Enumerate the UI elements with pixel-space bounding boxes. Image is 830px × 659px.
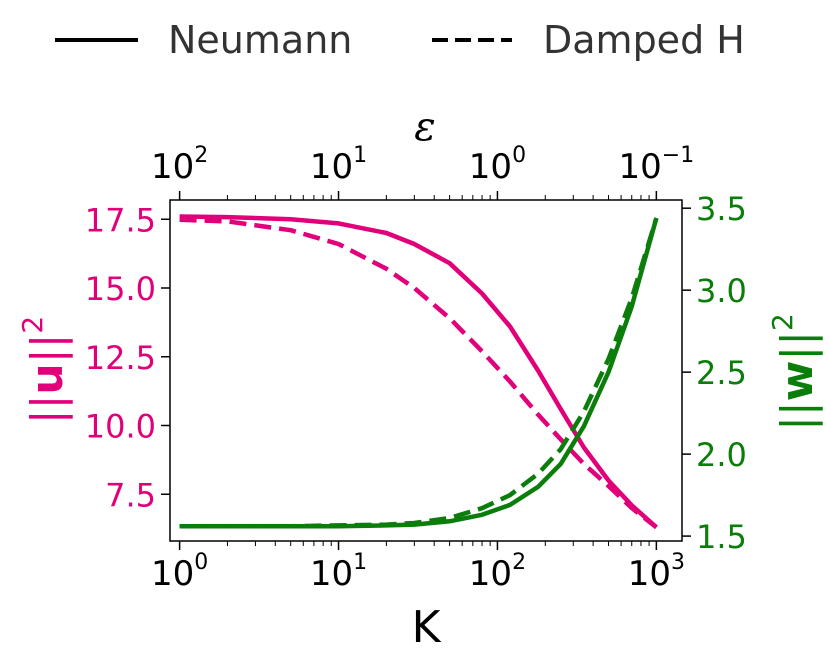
right-axis-label: ||w||2 bbox=[766, 313, 823, 431]
top-tick-label: 102 bbox=[151, 143, 208, 187]
x-tick-label: 100 bbox=[151, 550, 208, 594]
top-tick-label: 100 bbox=[469, 143, 526, 187]
y-left-tick-label: 7.5 bbox=[105, 476, 156, 514]
legend-label-damped: Damped H bbox=[543, 18, 745, 62]
top-tick-label: 101 bbox=[310, 143, 367, 187]
series-right-solid bbox=[179, 217, 659, 529]
x-axis-label: K bbox=[412, 602, 442, 653]
top-tick-label: 10−1 bbox=[619, 143, 695, 187]
x-tick-label: 101 bbox=[310, 550, 367, 594]
legend-label-neumann: Neumann bbox=[168, 18, 352, 62]
legend: Neumann Damped H bbox=[55, 18, 745, 62]
y-right-tick-label: 2.5 bbox=[696, 354, 747, 392]
top-axis-label: ε bbox=[414, 104, 435, 150]
y-right-tick-label: 2.0 bbox=[696, 436, 747, 474]
left-axis-label: ||u||2 bbox=[16, 316, 73, 424]
series-left-dashed bbox=[179, 217, 658, 530]
y-right-tick-label: 3.0 bbox=[696, 272, 747, 310]
y-left-tick-label: 12.5 bbox=[85, 339, 156, 377]
y-left-tick-label: 17.5 bbox=[85, 201, 156, 239]
series-right-dashed bbox=[179, 217, 659, 529]
x-tick-label: 102 bbox=[469, 550, 526, 594]
y-left-tick-label: 15.0 bbox=[85, 270, 156, 308]
plot-frame bbox=[169, 199, 683, 542]
series-left-solid bbox=[179, 214, 658, 529]
y-right-tick-label: 3.5 bbox=[696, 190, 747, 228]
y-left-tick-label: 10.0 bbox=[85, 408, 156, 446]
y-right-tick-label: 1.5 bbox=[696, 518, 747, 556]
x-tick-label: 103 bbox=[628, 550, 685, 594]
